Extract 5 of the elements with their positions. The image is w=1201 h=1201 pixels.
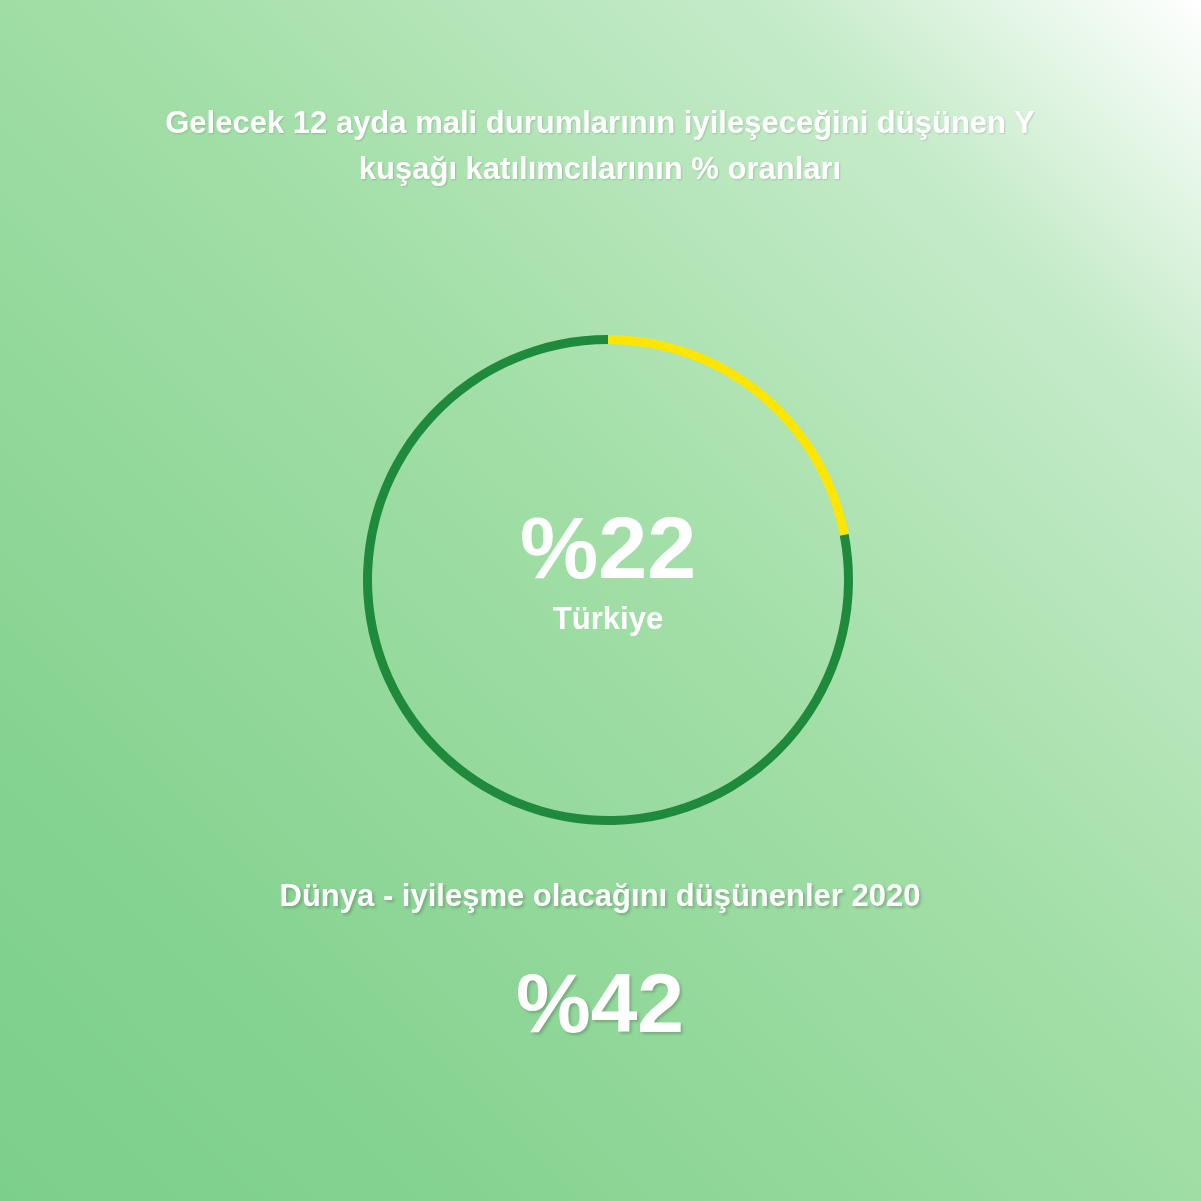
slice-label: Türkiye bbox=[552, 601, 664, 636]
text: %42 bbox=[514, 955, 686, 1052]
donut-slice bbox=[363, 335, 853, 825]
data-label: %22 bbox=[519, 498, 697, 597]
text: Dünya - iyileşme olacağını düşünenler 2020 bbox=[278, 878, 922, 914]
